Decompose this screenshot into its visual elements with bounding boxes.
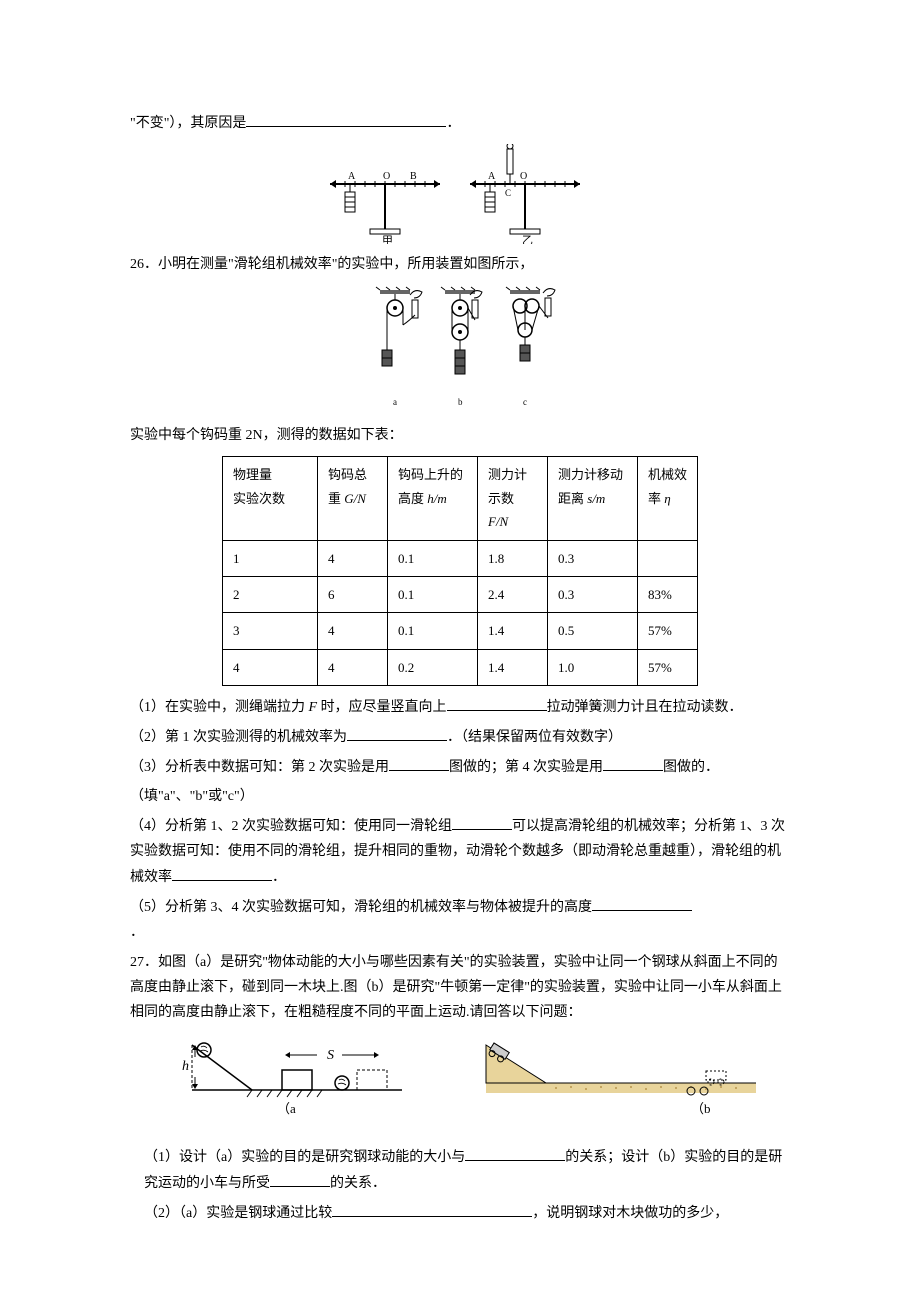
svg-text:O: O xyxy=(520,171,527,182)
q26-sub3-hint: （填"a"、"b"或"c"） xyxy=(130,784,790,809)
q26-sub3: （3）分析表中数据可知：第 2 次实验是用图做的；第 4 次实验是用图做的． xyxy=(130,754,790,780)
diagram-b: （b xyxy=(476,1035,766,1124)
q27-number: 27． xyxy=(130,955,158,970)
q27-sub1: （1）设计（a）实验的目的是研究钢球动能的大小与的关系；设计（b）实验的目的是研… xyxy=(130,1144,790,1196)
q26-sub1: （1）在实验中，测绳端拉力 F 时，应尽量竖直向上拉动弹簧测力计且在拉动读数． xyxy=(130,694,790,720)
table-row: 2 6 0.1 2.4 0.3 83% xyxy=(223,576,698,612)
svg-text:甲: 甲 xyxy=(382,235,393,244)
pulley-diagrams: a b xyxy=(130,285,790,415)
svg-text:b: b xyxy=(458,397,463,407)
table-row: 3 4 0.1 1.4 0.5 57% xyxy=(223,613,698,649)
data-table: 物理量实验次数 钩码总重 G/N 钩码上升的高度 h/m 测力计示数 F/N 测… xyxy=(222,456,698,686)
header-text: "不变"），其原因是 xyxy=(130,116,246,131)
svg-text:C: C xyxy=(505,188,511,198)
q27-blank-1a xyxy=(465,1144,565,1161)
q26-sub5: （5）分析第 3、4 次实验数据可知，滑轮组的机械效率与物体被提升的高度． xyxy=(130,894,790,945)
svg-text:a: a xyxy=(393,397,397,407)
svg-text:B: B xyxy=(410,171,417,182)
q26-blank-1 xyxy=(447,694,547,711)
table-row: 4 4 0.2 1.4 1.0 57% xyxy=(223,649,698,685)
svg-text:O: O xyxy=(383,171,390,182)
q26-sub2: （2）第 1 次实验测得的机械效率为．（结果保留两位有效数字） xyxy=(130,724,790,750)
th-2: 钩码总重 G/N xyxy=(318,457,388,540)
q26-blank-4a xyxy=(452,813,512,830)
th-1: 物理量实验次数 xyxy=(223,457,318,540)
q26-number: 26． xyxy=(130,257,158,272)
experiment-diagrams: h S （a xyxy=(158,1035,790,1124)
th-3: 钩码上升的高度 h/m xyxy=(388,457,478,540)
th-4: 测力计示数 F/N xyxy=(478,457,548,540)
lever-diagrams: A O B 甲 A xyxy=(130,144,790,244)
diagram-a: h S （a xyxy=(182,1035,412,1124)
q26-blank-2 xyxy=(347,724,447,741)
table-header-row: 物理量实验次数 钩码总重 G/N 钩码上升的高度 h/m 测力计示数 F/N 测… xyxy=(223,457,698,540)
svg-text:乙: 乙 xyxy=(522,234,533,244)
header-blank xyxy=(246,110,446,127)
svg-text:S: S xyxy=(327,1048,334,1063)
q27-blank-2 xyxy=(332,1200,532,1217)
svg-text:（a: （a xyxy=(277,1101,296,1115)
pulley-svg: a b xyxy=(360,285,560,415)
th-5: 测力计移动距离 s/m xyxy=(548,457,638,540)
svg-text:（b: （b xyxy=(691,1101,711,1115)
svg-text:A: A xyxy=(348,171,356,182)
q26-blank-4b xyxy=(172,864,272,881)
q27-intro: 27．如图（a）是研究"物体动能的大小与哪些因素有关"的实验装置，实验中让同一个… xyxy=(130,950,790,1026)
q26-intro: 26．小明在测量"滑轮组机械效率"的实验中，所用装置如图所示， xyxy=(130,252,790,277)
lever-diagram-svg: A O B 甲 A xyxy=(320,144,600,244)
q26-blank-3a xyxy=(389,754,449,771)
svg-text:A: A xyxy=(488,171,496,182)
q26-data-intro: 实验中每个钩码重 2N，测得的数据如下表： xyxy=(130,423,790,448)
q27-sub2: （2）（a）实验是钢球通过比较，说明钢球对木块做功的多少， xyxy=(130,1200,790,1226)
th-6: 机械效率 η xyxy=(638,457,698,540)
q26-sub4: （4）分析第 1、2 次实验数据可知：使用同一滑轮组可以提高滑轮组的机械效率；分… xyxy=(130,813,790,890)
svg-text:h: h xyxy=(182,1059,189,1074)
q26-blank-5 xyxy=(592,894,692,911)
q26-blank-3b xyxy=(603,754,663,771)
table-row: 1 4 0.1 1.8 0.3 xyxy=(223,540,698,576)
q27-blank-1b xyxy=(270,1170,330,1187)
svg-text:c: c xyxy=(523,397,527,407)
header-continuation: "不变"），其原因是． xyxy=(130,110,790,136)
